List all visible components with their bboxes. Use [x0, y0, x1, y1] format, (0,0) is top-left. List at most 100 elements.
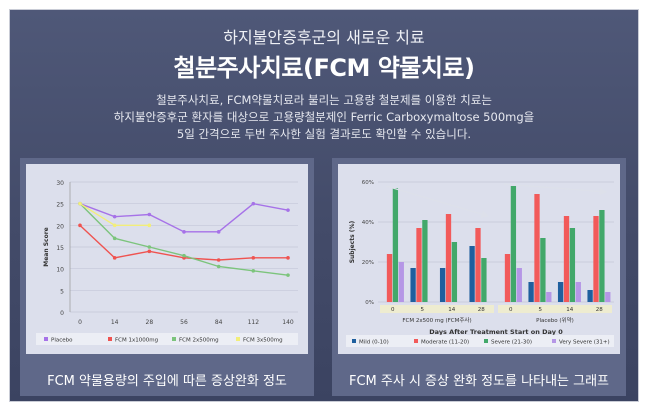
data-point: [251, 256, 256, 260]
x-tick-label: 56: [180, 319, 188, 326]
bar: [510, 186, 517, 302]
group-band: [380, 305, 494, 313]
bar: [422, 220, 428, 302]
group-band: [498, 305, 612, 313]
trend-arrow: [503, 183, 608, 196]
data-point: [182, 230, 186, 234]
bar: [392, 188, 399, 302]
data-point: [286, 256, 290, 260]
legend-swatch: [414, 339, 418, 343]
bar: [605, 292, 611, 302]
x-tick-label: 28: [146, 319, 154, 326]
data-point: [147, 245, 152, 249]
x-tick-label: 14: [448, 307, 455, 313]
bar: [469, 246, 475, 302]
bar-chart: 0% 20% 40% 60% Subjects (%) FCM 2x500 mg (FCM…: [346, 180, 614, 347]
legend-label: Mild (0-10): [359, 340, 389, 346]
description: 철분주사치료, FCM약물치료라 불리는 고용량 철분제를 이용한 치료는 하지…: [10, 92, 638, 143]
bar: [540, 238, 546, 302]
y-tick-label: 5: [60, 288, 64, 295]
bar: [534, 194, 540, 302]
legend-swatch: [236, 337, 240, 341]
x-tick-label: 5: [421, 307, 425, 313]
data-point: [251, 269, 256, 273]
group-label: Placebo (위약): [536, 316, 574, 324]
data-point: [147, 212, 152, 217]
legend-swatch: [108, 337, 112, 341]
bar: [575, 282, 581, 302]
infographic-frame: 하지불안증후군의 새로운 치료 철분주사치료(FCM 약물치료) 철분주사치료,…: [9, 9, 639, 402]
legend-label: FCM 1x1000mg: [115, 338, 158, 344]
group-label: FCM 2x500 mg (FCM주사): [402, 316, 471, 324]
data-point: [216, 230, 221, 234]
bar: [504, 254, 511, 302]
bar: [599, 210, 605, 302]
legend-swatch: [552, 339, 556, 343]
data-point: [182, 253, 186, 258]
bar-chart-panel: 0% 20% 40% 60% Subjects (%) FCM 2x500 mg (FCM…: [332, 158, 626, 396]
data-point: [78, 223, 82, 228]
data-point: [216, 258, 221, 262]
legend-box: [36, 333, 298, 345]
y-tick-label: 0: [60, 310, 64, 317]
y-tick-label: 60%: [362, 180, 374, 186]
y-tick-label: 40%: [362, 220, 374, 226]
bar: [557, 282, 564, 302]
legend-box: [346, 335, 614, 347]
legend-swatch: [352, 339, 356, 343]
bar: [451, 242, 458, 302]
legend-label: Moderate (11-20): [421, 340, 469, 346]
data-point: [286, 273, 290, 277]
bar: [445, 214, 452, 302]
bar: [416, 228, 422, 302]
y-tick-label: 30: [56, 180, 64, 187]
x-tick-label: 5: [539, 307, 543, 313]
y-tick-label: 25: [56, 202, 64, 209]
description-line-1: 철분주사치료, FCM약물치료라 불리는 고용량 철분제를 이용한 치료는: [156, 93, 492, 107]
bar: [516, 268, 522, 302]
bar: [386, 254, 393, 302]
line-chart: 051015202530014285684112140Days After 1s…: [36, 180, 298, 345]
x-tick-label: 14: [566, 307, 573, 313]
x-tick-label: 28: [478, 307, 485, 313]
legend-swatch: [44, 337, 48, 341]
x-tick-label: 0: [78, 319, 82, 326]
bar: [439, 268, 446, 302]
legend-label: Severe (21-30): [491, 340, 532, 346]
description-line-2: 하지불안증후군 환자를 대상으로 고용량철분제인 Ferric Carboxym…: [113, 110, 535, 124]
y-tick-label: 20: [56, 223, 64, 230]
legend-label: Placebo: [51, 338, 73, 344]
subtitle: 하지불안증후군의 새로운 치료: [223, 28, 425, 47]
bar: [528, 282, 534, 302]
line-chart-caption: FCM 약물용량의 주입에 따른 증상완화 정도: [47, 374, 287, 389]
description-line-3: 5일 간격으로 두번 주사한 실험 결과로도 확인할 수 있습니다.: [176, 127, 472, 141]
x-tick-label: 112: [248, 319, 260, 326]
y-tick-label: 10: [56, 267, 64, 274]
y-tick-label: 20%: [362, 260, 374, 266]
bar: [398, 262, 404, 302]
data-point: [147, 249, 152, 254]
bar: [563, 216, 570, 302]
line-chart-box: 051015202530014285684112140Days After 1s…: [26, 164, 308, 354]
data-point: [78, 201, 82, 206]
y-axis-label: Subjects (%): [349, 220, 356, 263]
x-tick-label: 0: [391, 307, 395, 313]
y-axis-label: Mean Score: [43, 227, 50, 266]
series-line: [79, 202, 289, 233]
bar: [410, 268, 416, 302]
legend-label: Very Severe (31+): [559, 340, 610, 346]
legend-label: FCM 3x500mg: [243, 338, 283, 344]
data-point: [112, 223, 117, 228]
bar-chart-caption: FCM 주사 시 증상 완화 정도를 나타내는 그래프: [348, 374, 610, 389]
data-point: [112, 236, 117, 241]
data-point: [251, 201, 256, 206]
x-tick-label: 140: [282, 319, 294, 326]
x-tick-label: 28: [596, 307, 603, 313]
legend-swatch: [484, 339, 488, 343]
x-tick-label: 0: [509, 307, 513, 313]
y-tick-label: 15: [56, 245, 64, 252]
bar: [593, 216, 599, 302]
page-title: 철분주사치료(FCM 약물치료): [173, 54, 475, 82]
x-tick-label: 14: [111, 319, 119, 326]
data-point: [286, 208, 290, 212]
